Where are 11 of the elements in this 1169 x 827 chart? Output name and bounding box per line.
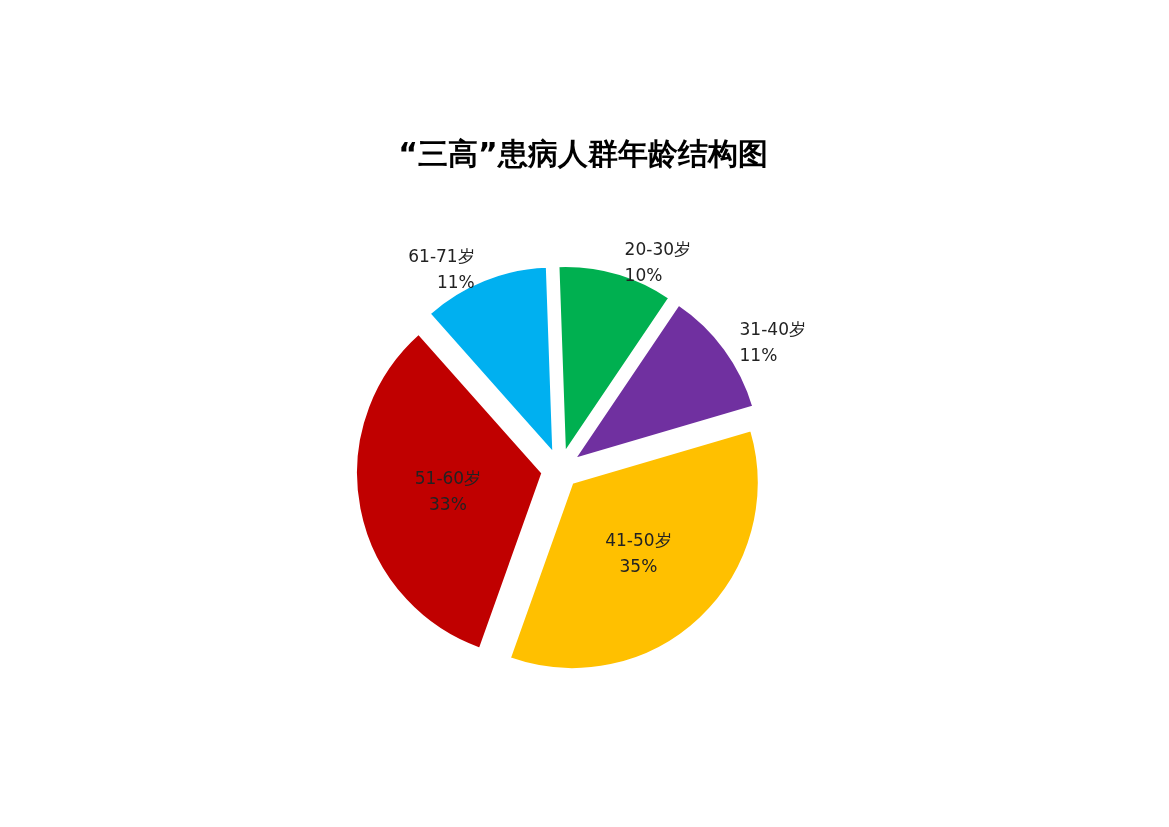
- data-label: 35%: [619, 555, 658, 576]
- slice-label: 31-40岁: [739, 318, 806, 339]
- chart-title: “三高”患病人群年龄结构图: [398, 135, 768, 171]
- data-label: 10%: [624, 264, 663, 285]
- data-label: 33%: [429, 494, 467, 515]
- data-label: 11%: [739, 344, 778, 365]
- slice-label: 20-30岁: [624, 238, 692, 259]
- slice-label: 61-71岁: [408, 245, 475, 266]
- data-label: 11%: [436, 271, 475, 292]
- slice-label: 51-60岁: [414, 468, 482, 489]
- slice-label: 41-50岁: [605, 529, 672, 550]
